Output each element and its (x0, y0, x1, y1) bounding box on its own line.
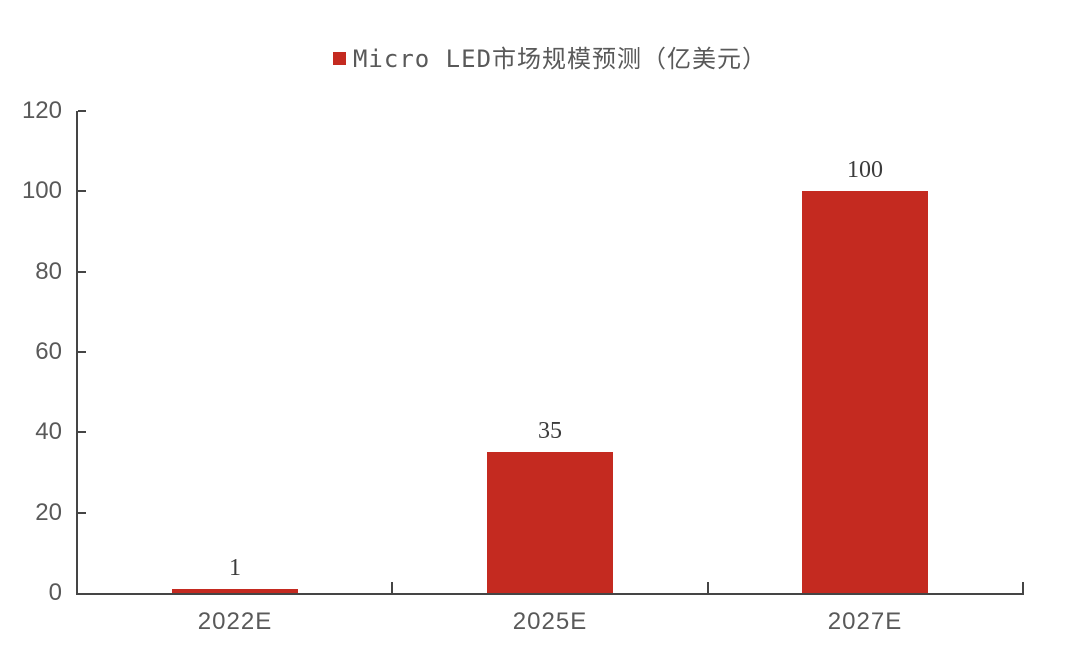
y-axis-tick (78, 110, 86, 112)
x-axis-tick (706, 582, 709, 593)
x-axis-tick (391, 582, 394, 593)
y-axis-tick-label: 120 (21, 97, 62, 124)
bar-2027E (802, 191, 928, 593)
bar-value-label: 35 (538, 418, 562, 444)
y-axis-line (76, 111, 78, 595)
y-axis-tick (78, 351, 86, 353)
y-axis-tick-label: 20 (35, 498, 62, 526)
legend-square-marker-icon (332, 52, 346, 65)
y-axis-tick-label: 0 (48, 579, 62, 606)
x-axis-line (76, 593, 1024, 595)
y-axis-tick-label: 60 (35, 338, 62, 365)
chart-legend: Micro LED市场规模预测（亿美元） (77, 46, 1023, 72)
bar-value-label: 1 (229, 555, 241, 581)
y-axis-tick (78, 270, 86, 273)
x-axis-category-label: 2027E (827, 608, 903, 635)
x-axis-category-label: 2022E (197, 608, 273, 635)
x-axis-tick (1022, 582, 1024, 593)
bar-2022E (172, 589, 298, 593)
x-axis-category-label: 2025E (512, 608, 588, 635)
chart-title: Micro LED市场规模预测（亿美元） (352, 45, 768, 73)
bar-2025E (487, 452, 613, 593)
y-axis-tick-label: 80 (35, 257, 62, 285)
y-axis-tick-label: 100 (21, 177, 62, 205)
y-axis-tick (78, 511, 86, 514)
y-axis-tick (78, 431, 86, 434)
y-axis-tick (78, 190, 86, 193)
bar-value-label: 100 (847, 157, 883, 183)
y-axis-tick-label: 40 (35, 418, 62, 446)
